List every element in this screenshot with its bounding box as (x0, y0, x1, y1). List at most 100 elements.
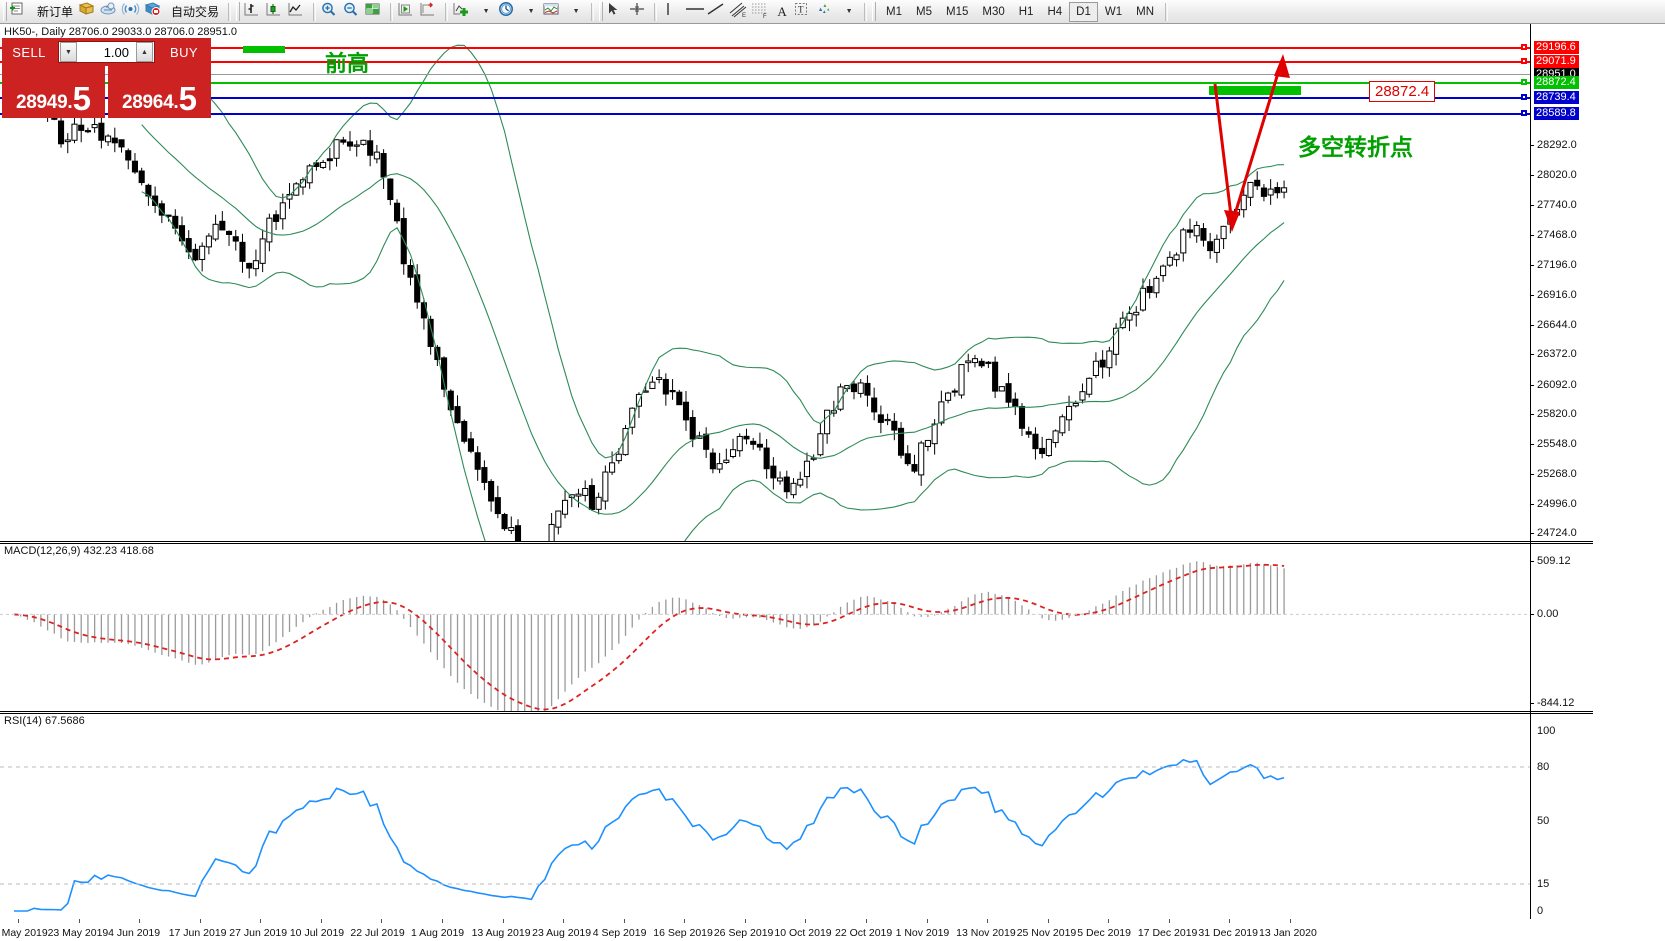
autotrading-button[interactable]: 自动交易 (166, 1, 224, 23)
terminal-cloud-icon[interactable] (100, 1, 122, 23)
level-handle-support-blue-1[interactable] (1521, 93, 1527, 100)
toolbar-grip-1[interactable] (3, 2, 7, 21)
macd-axis-tick (1530, 703, 1534, 704)
fibonacci-icon[interactable]: F (749, 1, 771, 23)
level-line-support-blue-2[interactable] (0, 113, 1530, 116)
level-handle-resistance-1[interactable] (1521, 44, 1527, 51)
zoom-out-icon[interactable] (342, 1, 364, 23)
date-axis-tick (866, 919, 867, 923)
price-callout-tag[interactable]: 28872.4 (1369, 81, 1436, 102)
toolbar-separator-8 (1165, 2, 1168, 21)
price-pane[interactable]: HK50-, Daily 28706.0 29033.0 28706.0 289… (0, 24, 1665, 628)
autotrading-icon[interactable] (144, 1, 166, 23)
macd-header: MACD(12,26,9) 432.23 418.68 (4, 545, 154, 557)
date-axis-tick (199, 919, 201, 923)
level-handle-resistance-2[interactable] (1521, 57, 1527, 64)
text-label-icon[interactable]: A (777, 3, 787, 19)
templates-dropdown-icon[interactable]: ▼ (572, 8, 580, 15)
timeframe-m30[interactable]: M30 (982, 5, 1005, 18)
price-tag-support-green[interactable]: 28872.4 (1534, 76, 1579, 90)
chart-window[interactable]: HK50-, Daily 28706.0 29033.0 28706.0 289… (0, 24, 1665, 941)
date-axis-tick (744, 919, 746, 923)
objects-icon[interactable] (815, 1, 837, 23)
buy-price-box[interactable]: 28964 . 5 (108, 66, 211, 118)
volume-field[interactable]: ▼ 1.00 ▲ (58, 41, 155, 63)
toolbar-grip-3[interactable] (599, 2, 604, 21)
level-line-support-blue-1[interactable] (0, 96, 1530, 99)
objects-dropdown-icon[interactable]: ▼ (845, 8, 853, 15)
timeframe-m5[interactable]: M5 (916, 5, 932, 18)
volume-increment-button[interactable]: ▲ (136, 42, 153, 62)
trend-line-icon[interactable] (705, 1, 727, 23)
rsi-canvas (0, 758, 1530, 912)
data-window-icon[interactable] (364, 1, 386, 23)
periods-dropdown-icon[interactable]: ▼ (527, 8, 535, 15)
timeframe-m15[interactable]: M15 (946, 5, 969, 18)
date-axis-tick (623, 919, 625, 923)
price-tag-resistance-2[interactable]: 29071.9 (1534, 54, 1579, 68)
templates-icon[interactable] (542, 1, 564, 23)
new-order-icon[interactable] (10, 1, 32, 23)
bar-chart-icon[interactable] (243, 1, 265, 23)
timeframe-m1[interactable]: M1 (886, 5, 903, 18)
prev-high-marker (243, 46, 285, 53)
sell-button[interactable]: SELL (12, 44, 46, 60)
rsi-pane[interactable]: RSI(14) 67.5686 (0, 711, 1665, 919)
price-axis-tick (1530, 443, 1534, 445)
price-axis-line (1530, 24, 1531, 919)
macd-pane[interactable]: MACD(12,26,9) 432.23 418.68 (0, 541, 1665, 718)
toolbar-grip-4[interactable] (872, 2, 877, 21)
line-chart-icon[interactable] (287, 1, 309, 23)
candlestick-chart-icon[interactable] (265, 1, 287, 23)
level-handle-support-blue-2[interactable] (1521, 110, 1527, 117)
date-axis-label: 26 Sep 2019 (713, 927, 774, 939)
equidistant-channel-icon[interactable]: E (727, 1, 749, 23)
level-line-current-price[interactable] (0, 73, 1530, 75)
volume-decrement-button[interactable]: ▼ (60, 42, 77, 62)
cursor-icon[interactable] (606, 1, 628, 23)
crosshair-icon[interactable] (628, 1, 650, 23)
price-tag-resistance-1[interactable]: 29196.6 (1534, 41, 1579, 55)
timeframe-w1[interactable]: W1 (1104, 5, 1123, 18)
volume-value[interactable]: 1.00 (103, 44, 129, 60)
metaeditor-icon[interactable] (78, 1, 100, 23)
indicators-dropdown-icon[interactable]: ▼ (482, 8, 490, 15)
price-axis-tick (1530, 384, 1534, 386)
price-axis-tick (1530, 324, 1534, 326)
periods-icon[interactable] (497, 1, 519, 23)
toolbar-grip-2[interactable] (236, 2, 241, 21)
level-handle-support-green[interactable] (1521, 79, 1527, 86)
toolbar-separator-1 (228, 2, 232, 21)
price-axis-label: 24724.0 (1537, 527, 1577, 540)
price-tag-support-blue-2[interactable]: 28589.8 (1534, 107, 1579, 121)
text-icon[interactable]: T (793, 1, 815, 23)
date-axis-tick (502, 919, 504, 923)
price-axis-label: 26916.0 (1537, 289, 1577, 302)
buy-button[interactable]: BUY (170, 44, 198, 60)
signals-icon[interactable] (121, 1, 144, 23)
price-tag-support-blue-1[interactable]: 28739.4 (1534, 90, 1579, 104)
price-axis-label: 27468.0 (1537, 229, 1577, 242)
zoom-in-icon[interactable] (320, 1, 342, 23)
indicators-icon[interactable] (452, 1, 474, 23)
timeframe-d1[interactable]: D1 (1069, 1, 1098, 22)
horizontal-line-icon[interactable] (683, 1, 705, 23)
new-order-button[interactable]: 新订单 (32, 1, 78, 23)
level-line-support-green[interactable] (0, 82, 1530, 85)
timeframe-h4[interactable]: H4 (1047, 5, 1063, 18)
one-click-trading-panel[interactable]: SELL ▼ 1.00 ▲ BUY 28949 . 5 28964 . 5 (2, 38, 211, 118)
date-axis-tick (563, 919, 565, 923)
timeframe-h1[interactable]: H1 (1018, 5, 1034, 18)
timeframe-mn[interactable]: MN (1136, 5, 1154, 18)
chart-shift-icon[interactable] (419, 1, 441, 23)
auto-scroll-icon[interactable] (397, 1, 419, 23)
sell-price-box[interactable]: 28949 . 5 (2, 66, 105, 118)
level-line-resistance-2[interactable] (0, 60, 1530, 63)
buy-price-fraction: 5 (178, 80, 197, 117)
level-line-resistance-1[interactable] (0, 47, 1530, 50)
vertical-line-icon[interactable] (661, 1, 683, 23)
date-axis-tick (260, 919, 262, 923)
svg-text:T: T (798, 4, 804, 14)
date-axis-label: 4 Sep 2019 (592, 927, 647, 939)
